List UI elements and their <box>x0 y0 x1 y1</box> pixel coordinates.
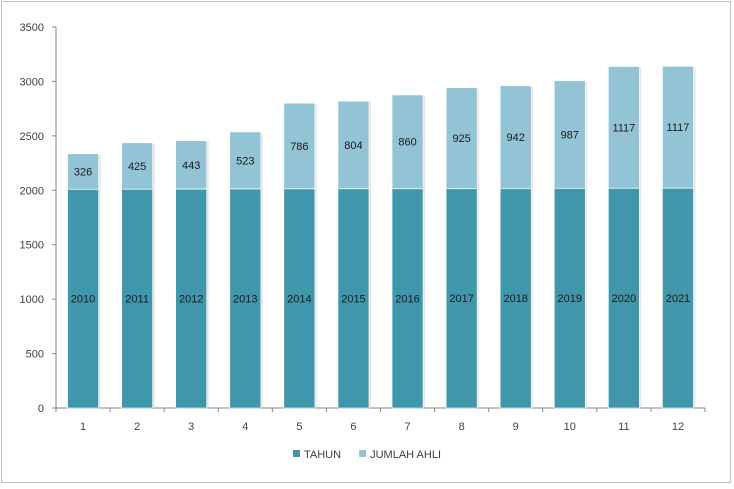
y-tick-label: 0 <box>38 403 44 415</box>
x-tick-label: 8 <box>459 421 465 433</box>
legend-item: TAHUN <box>292 449 341 461</box>
data-label: 2020 <box>612 293 636 305</box>
bar-segment <box>229 188 262 409</box>
data-label: 2017 <box>449 293 473 305</box>
bar-segment <box>337 100 370 189</box>
data-label: 2018 <box>503 293 527 305</box>
legend-swatch <box>292 450 300 457</box>
legend-item: JUMLAH AHLI <box>359 449 441 461</box>
y-tick-label: 1000 <box>20 294 44 306</box>
x-tick-label: 2 <box>134 421 140 433</box>
y-axis: 0 500 1000 1500 2000 2500 3000 3500 <box>20 22 57 415</box>
y-tick-label: 2500 <box>20 131 44 143</box>
bar-segment <box>67 188 99 409</box>
x-tick-label: 3 <box>188 421 194 433</box>
x-tick-label: 11 <box>618 421 629 433</box>
data-label: 860 <box>398 137 416 149</box>
y-tick-label: 500 <box>26 349 44 361</box>
y-tick-label: 3000 <box>20 76 44 88</box>
data-label: 2014 <box>287 293 311 305</box>
x-tick-label: 12 <box>672 421 684 433</box>
x-tick-label: 6 <box>350 421 356 433</box>
data-label: 425 <box>128 161 146 173</box>
data-label: 2013 <box>233 293 257 305</box>
bar-segment <box>121 142 153 190</box>
bar-segment <box>175 188 208 409</box>
bar-segment <box>608 187 640 409</box>
bar-segment <box>391 94 424 189</box>
data-label: 804 <box>344 140 362 152</box>
x-tick-label: 1 <box>80 421 86 433</box>
x-tick-label: 5 <box>296 421 302 433</box>
legend: TAHUN JUMLAH AHLI <box>292 449 441 461</box>
bar-segment <box>67 153 99 190</box>
bar-segment <box>553 187 586 409</box>
bar-segment <box>662 66 694 189</box>
data-label: 786 <box>290 141 308 153</box>
data-label: 2016 <box>395 293 419 305</box>
bar-segment <box>445 87 478 189</box>
legend-swatch <box>359 450 367 457</box>
data-label: 326 <box>74 166 92 178</box>
y-tick-label: 2000 <box>20 185 44 197</box>
data-label: 987 <box>561 129 579 141</box>
bar-segment <box>391 188 424 409</box>
bar-segment <box>283 102 316 190</box>
y-tick-label: 3500 <box>20 22 44 34</box>
data-labels: 2010 326 2011 425 2012 443 2013 523 2014 786 2015 8… <box>71 122 690 305</box>
data-label: 2012 <box>179 293 203 305</box>
bar-segment <box>175 140 208 190</box>
legend-label: TAHUN <box>304 449 341 461</box>
data-label: 523 <box>236 155 254 167</box>
x-axis: 1 2 3 4 5 6 7 8 9 10 11 12 <box>55 407 706 433</box>
x-tick-label: 7 <box>404 421 410 433</box>
data-label: 2015 <box>341 293 365 305</box>
data-label: 2021 <box>666 293 690 305</box>
data-label: 2011 <box>125 294 149 306</box>
data-label: 443 <box>182 160 200 172</box>
bar-segment <box>283 188 316 409</box>
data-label: 1117 <box>612 122 635 134</box>
x-tick-label: 9 <box>513 421 519 433</box>
bar-segment <box>608 66 640 189</box>
data-label: 925 <box>452 133 470 145</box>
legend-label: JUMLAH AHLI <box>370 449 441 461</box>
data-label: 1117 <box>667 122 690 134</box>
bar-segment <box>229 131 262 190</box>
x-tick-label: 4 <box>242 421 248 433</box>
data-label: 2019 <box>558 293 582 305</box>
y-tick-label: 1500 <box>20 240 44 252</box>
data-label: 942 <box>507 132 525 144</box>
bar-segment <box>499 85 532 189</box>
bars <box>67 66 696 409</box>
bar-segment <box>553 80 586 189</box>
data-label: 2010 <box>71 294 95 306</box>
x-tick-label: 10 <box>564 421 576 433</box>
bar-segment <box>121 188 153 409</box>
bar-segment <box>662 187 694 409</box>
